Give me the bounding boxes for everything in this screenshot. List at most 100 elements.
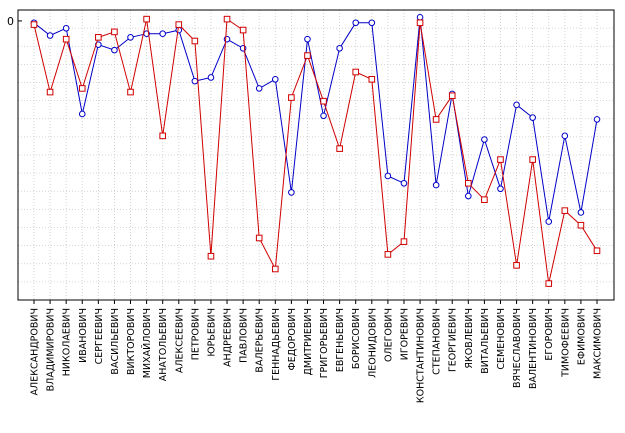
data-point bbox=[593, 116, 601, 123]
series-line bbox=[33, 18, 598, 284]
data-point bbox=[62, 35, 70, 43]
x-tick-label: ДМИТРИЕВИЧ bbox=[303, 308, 314, 376]
data-point bbox=[529, 114, 536, 121]
x-tick-label: ВИКТОРОВИЧ bbox=[126, 308, 137, 375]
x-tick-label: СТЕПАНОВИЧ bbox=[432, 308, 443, 375]
data-point bbox=[191, 37, 199, 45]
data-point bbox=[127, 88, 134, 96]
data-point bbox=[239, 26, 247, 34]
data-point bbox=[352, 19, 360, 27]
data-point bbox=[111, 46, 118, 54]
data-point bbox=[465, 179, 472, 187]
data-point bbox=[336, 45, 343, 52]
x-tick-label: ВИТАЛЬЕВИЧ bbox=[480, 308, 491, 374]
data-point bbox=[432, 116, 440, 123]
x-tick-label: АЛЕКСЕЕВИЧ bbox=[174, 308, 185, 373]
x-tick-label: БОРИСОВИЧ bbox=[351, 308, 362, 369]
data-point bbox=[481, 196, 488, 203]
x-tick-label: ГЕОРГИЕВИЧ bbox=[448, 308, 459, 372]
data-point bbox=[304, 35, 311, 43]
data-point bbox=[336, 145, 343, 152]
x-tick-label: МАКСИМОВИЧ bbox=[593, 308, 604, 379]
data-point bbox=[255, 234, 263, 242]
data-point bbox=[561, 207, 569, 214]
y-axis-ticks: 0 bbox=[7, 15, 22, 28]
data-point bbox=[384, 251, 392, 258]
data-point bbox=[497, 185, 504, 193]
x-tick-label: ПАВЛОВИЧ bbox=[239, 308, 250, 363]
data-point bbox=[352, 68, 360, 76]
data-point bbox=[545, 218, 553, 225]
x-tick-label: ВАСИЛЬЕВИЧ bbox=[110, 308, 121, 375]
data-point bbox=[400, 179, 408, 187]
data-point bbox=[62, 24, 70, 32]
data-point bbox=[207, 252, 215, 260]
grid bbox=[18, 10, 614, 300]
data-point bbox=[400, 238, 408, 245]
x-axis-ticks: АЛЕКСАНДРОВИЧ ВЛАДИМИРОВИЧ НИКОЛАЕВИЧ ИВАНО… bbox=[30, 300, 604, 403]
data-point bbox=[304, 52, 311, 59]
x-tick-label: ГРИГОРЬЕВИЧ bbox=[319, 308, 330, 378]
data-point bbox=[271, 265, 279, 273]
x-tick-label: ИВАНОВИЧ bbox=[78, 308, 89, 363]
data-point bbox=[143, 15, 150, 23]
x-tick-label: ЛЕОНИДОВИЧ bbox=[367, 308, 378, 378]
data-point bbox=[46, 32, 54, 39]
data-point bbox=[448, 92, 456, 100]
data-point bbox=[416, 13, 424, 21]
data-point bbox=[465, 192, 472, 200]
data-point bbox=[207, 74, 215, 81]
data-point bbox=[271, 76, 279, 83]
data-point bbox=[368, 19, 376, 27]
data-point bbox=[111, 28, 118, 36]
data-point bbox=[513, 101, 520, 109]
data-point bbox=[30, 21, 38, 28]
data-point bbox=[223, 15, 231, 23]
x-tick-label: АНДРЕЕВИЧ bbox=[223, 308, 234, 367]
data-point bbox=[159, 30, 166, 38]
data-point bbox=[593, 247, 601, 255]
x-tick-label: ОЛЕГОВИЧ bbox=[383, 308, 394, 362]
x-tick-label: ЯКОВЛЕВИЧ bbox=[464, 308, 475, 369]
x-tick-label: ВАЛЕРЬЕВИЧ bbox=[255, 308, 266, 373]
data-point bbox=[159, 132, 166, 140]
x-tick-label: ВЛАДИМИРОВИЧ bbox=[46, 308, 57, 391]
x-tick-label: МИХАЙЛОВИЧ bbox=[141, 308, 153, 378]
data-point bbox=[513, 262, 520, 269]
x-tick-label: ЕФИМОВИЧ bbox=[576, 308, 587, 365]
data-point bbox=[288, 189, 295, 196]
series-1 bbox=[30, 15, 601, 287]
x-tick-label: ВЯЧЕСЛАВОВИЧ bbox=[512, 308, 523, 388]
data-point bbox=[561, 132, 569, 140]
data-point bbox=[529, 156, 536, 163]
data-point bbox=[320, 112, 327, 120]
data-point bbox=[255, 85, 263, 92]
y-tick-label: 0 bbox=[7, 15, 14, 28]
data-point bbox=[95, 34, 102, 41]
data-point bbox=[127, 34, 134, 41]
x-tick-label: НИКОЛАЕВИЧ bbox=[62, 308, 73, 376]
data-point bbox=[577, 221, 585, 229]
data-point bbox=[320, 97, 327, 105]
data-point bbox=[416, 19, 424, 27]
data-point bbox=[545, 280, 553, 287]
x-tick-label: ЕГОРОВИЧ bbox=[544, 308, 555, 361]
series-layer bbox=[30, 13, 601, 287]
x-tick-label: СЕРГЕЕВИЧ bbox=[94, 308, 105, 364]
x-tick-label: ГЕННАДЬЕВИЧ bbox=[271, 308, 282, 381]
x-tick-label: ИГОРЕВИЧ bbox=[399, 308, 410, 360]
x-tick-label: ПЕТРОВИЧ bbox=[190, 308, 201, 360]
data-point bbox=[497, 156, 504, 163]
x-tick-label: ФЕДОРОВИЧ bbox=[287, 308, 298, 370]
data-point bbox=[481, 136, 488, 143]
x-tick-label: АЛЕКСАНДРОВИЧ bbox=[30, 308, 41, 395]
data-point bbox=[384, 172, 392, 180]
data-point bbox=[46, 88, 54, 96]
data-point bbox=[175, 21, 183, 28]
x-tick-label: ТИМОФЕЕВИЧ bbox=[560, 308, 571, 378]
data-point bbox=[432, 181, 440, 189]
data-point bbox=[577, 209, 585, 216]
data-point bbox=[191, 77, 199, 85]
x-tick-label: ЕВГЕНЬЕВИЧ bbox=[335, 308, 346, 372]
data-point bbox=[78, 85, 86, 92]
